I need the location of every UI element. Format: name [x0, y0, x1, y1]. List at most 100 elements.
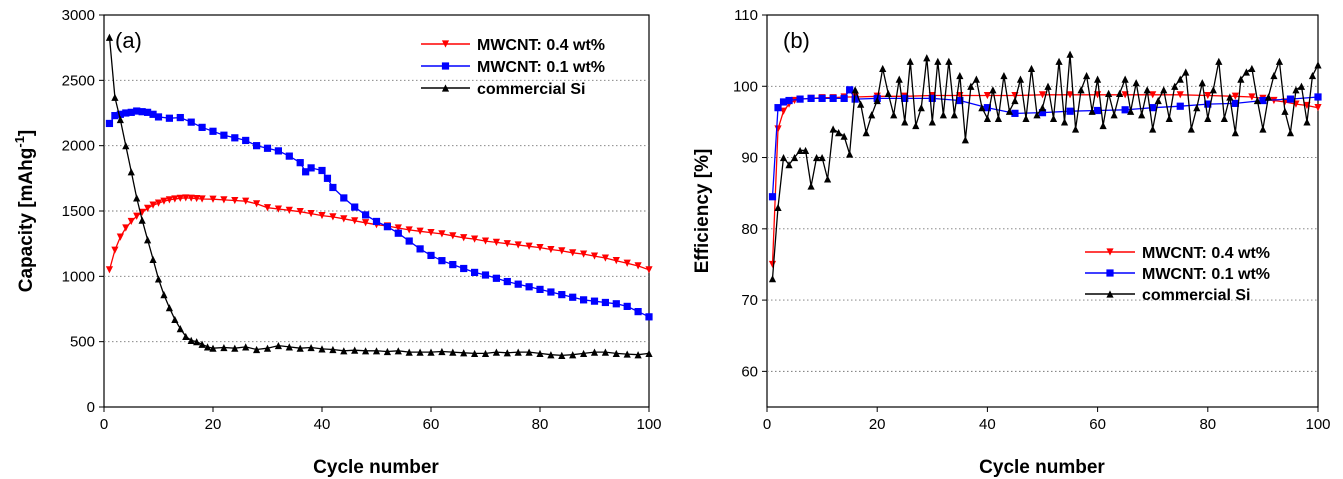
- data-point: [536, 285, 544, 293]
- data-point: [1005, 107, 1014, 115]
- legend: MWCNT: 0.4 wt% MWCNT: 0.1 wt% commercial S…: [421, 37, 605, 98]
- data-point: [351, 217, 359, 225]
- data-point: [285, 343, 293, 351]
- data-point: [438, 347, 446, 356]
- data-point: [149, 255, 157, 263]
- data-point: [1259, 125, 1267, 133]
- data-point: [558, 247, 566, 255]
- legend-label: MWCNT: 0.1 wt%: [477, 59, 605, 76]
- data-point: [193, 194, 201, 203]
- y-tick-label: 110: [734, 7, 758, 24]
- data-point: [1094, 106, 1102, 115]
- data-point: [1088, 107, 1096, 115]
- data-point: [138, 216, 146, 224]
- data-point: [471, 349, 479, 358]
- data-point: [846, 86, 854, 94]
- data-point: [111, 112, 119, 120]
- data-point: [351, 203, 359, 211]
- data-point: [1149, 91, 1157, 99]
- data-point: [1049, 114, 1058, 122]
- data-point: [302, 168, 310, 176]
- legend-swatch-marker: [1106, 290, 1114, 298]
- data-point: [263, 344, 272, 352]
- data-point: [1099, 121, 1107, 130]
- legend: MWCNT: 0.4 wt% MWCNT: 0.1 wt% commercial S…: [1085, 245, 1270, 304]
- panel-label-b: (b): [783, 28, 810, 53]
- data-point: [801, 146, 810, 155]
- data-point: [1242, 68, 1250, 76]
- series-line: [108, 197, 650, 271]
- y-tick-label: 1000: [62, 268, 95, 285]
- data-point: [779, 153, 788, 162]
- data-point: [1187, 125, 1195, 133]
- data-point: [1066, 91, 1074, 99]
- data-point: [884, 89, 892, 97]
- data-point: [231, 134, 239, 142]
- data-point: [323, 174, 332, 182]
- data-point: [274, 205, 282, 213]
- data-point: [967, 82, 975, 90]
- data-point: [1033, 111, 1041, 119]
- data-point: [416, 227, 424, 235]
- data-point: [154, 275, 163, 283]
- data-point: [525, 242, 533, 250]
- data-point: [928, 94, 936, 102]
- data-point: [274, 147, 282, 155]
- data-point: [253, 200, 261, 208]
- data-point: [1044, 82, 1052, 90]
- data-point: [1038, 91, 1047, 99]
- data-point: [285, 152, 293, 160]
- data-point: [253, 142, 261, 150]
- x-tick-label: 60: [1089, 416, 1106, 433]
- data-point: [1077, 86, 1085, 94]
- x-tick-label: 80: [532, 416, 549, 433]
- x-tick-label: 0: [763, 416, 771, 433]
- data-point: [1143, 86, 1151, 94]
- y-tick-label: 1500: [62, 203, 95, 220]
- data-point: [956, 71, 964, 80]
- data-point: [1116, 89, 1124, 97]
- legend-label: MWCNT: 0.4 wt%: [1142, 245, 1270, 262]
- data-point: [569, 293, 577, 301]
- data-point: [1264, 93, 1273, 101]
- data-point: [329, 183, 337, 192]
- data-point: [1275, 57, 1284, 65]
- legend-item: MWCNT: 0.4 wt%: [421, 37, 605, 54]
- data-point: [285, 206, 293, 214]
- data-point: [318, 166, 326, 175]
- efficiency-chart: 0 20 40 60 80 100 60 70 80 90 100 110 (b) Cycle num…: [692, 7, 1331, 478]
- data-point: [547, 351, 555, 359]
- data-point: [580, 296, 588, 304]
- y-tick-label: 3000: [62, 7, 95, 24]
- data-point: [329, 213, 337, 221]
- data-point: [768, 260, 777, 269]
- legend-label: commercial Si: [477, 81, 586, 98]
- x-tick-label: 20: [869, 416, 886, 433]
- data-point: [890, 111, 898, 119]
- data-point: [1220, 114, 1228, 122]
- data-point: [558, 351, 566, 359]
- data-point: [1110, 111, 1118, 119]
- data-point: [481, 349, 490, 358]
- data-point: [176, 325, 184, 333]
- data-point: [198, 195, 206, 203]
- legend-label: MWCNT: 0.1 wt%: [1142, 266, 1270, 283]
- data-point: [1182, 68, 1190, 76]
- data-point: [1292, 86, 1300, 94]
- x-tick-label: 20: [205, 416, 222, 433]
- data-point: [912, 121, 920, 130]
- data-point: [133, 212, 141, 220]
- data-point: [1308, 71, 1317, 80]
- data-point: [187, 194, 195, 202]
- data-point: [438, 257, 446, 265]
- data-point: [634, 262, 642, 270]
- data-point: [460, 234, 468, 242]
- data-point: [1176, 102, 1184, 110]
- data-point: [768, 275, 777, 283]
- data-point: [394, 229, 402, 237]
- data-point: [263, 144, 272, 152]
- data-point: [144, 236, 152, 244]
- data-point: [116, 115, 124, 124]
